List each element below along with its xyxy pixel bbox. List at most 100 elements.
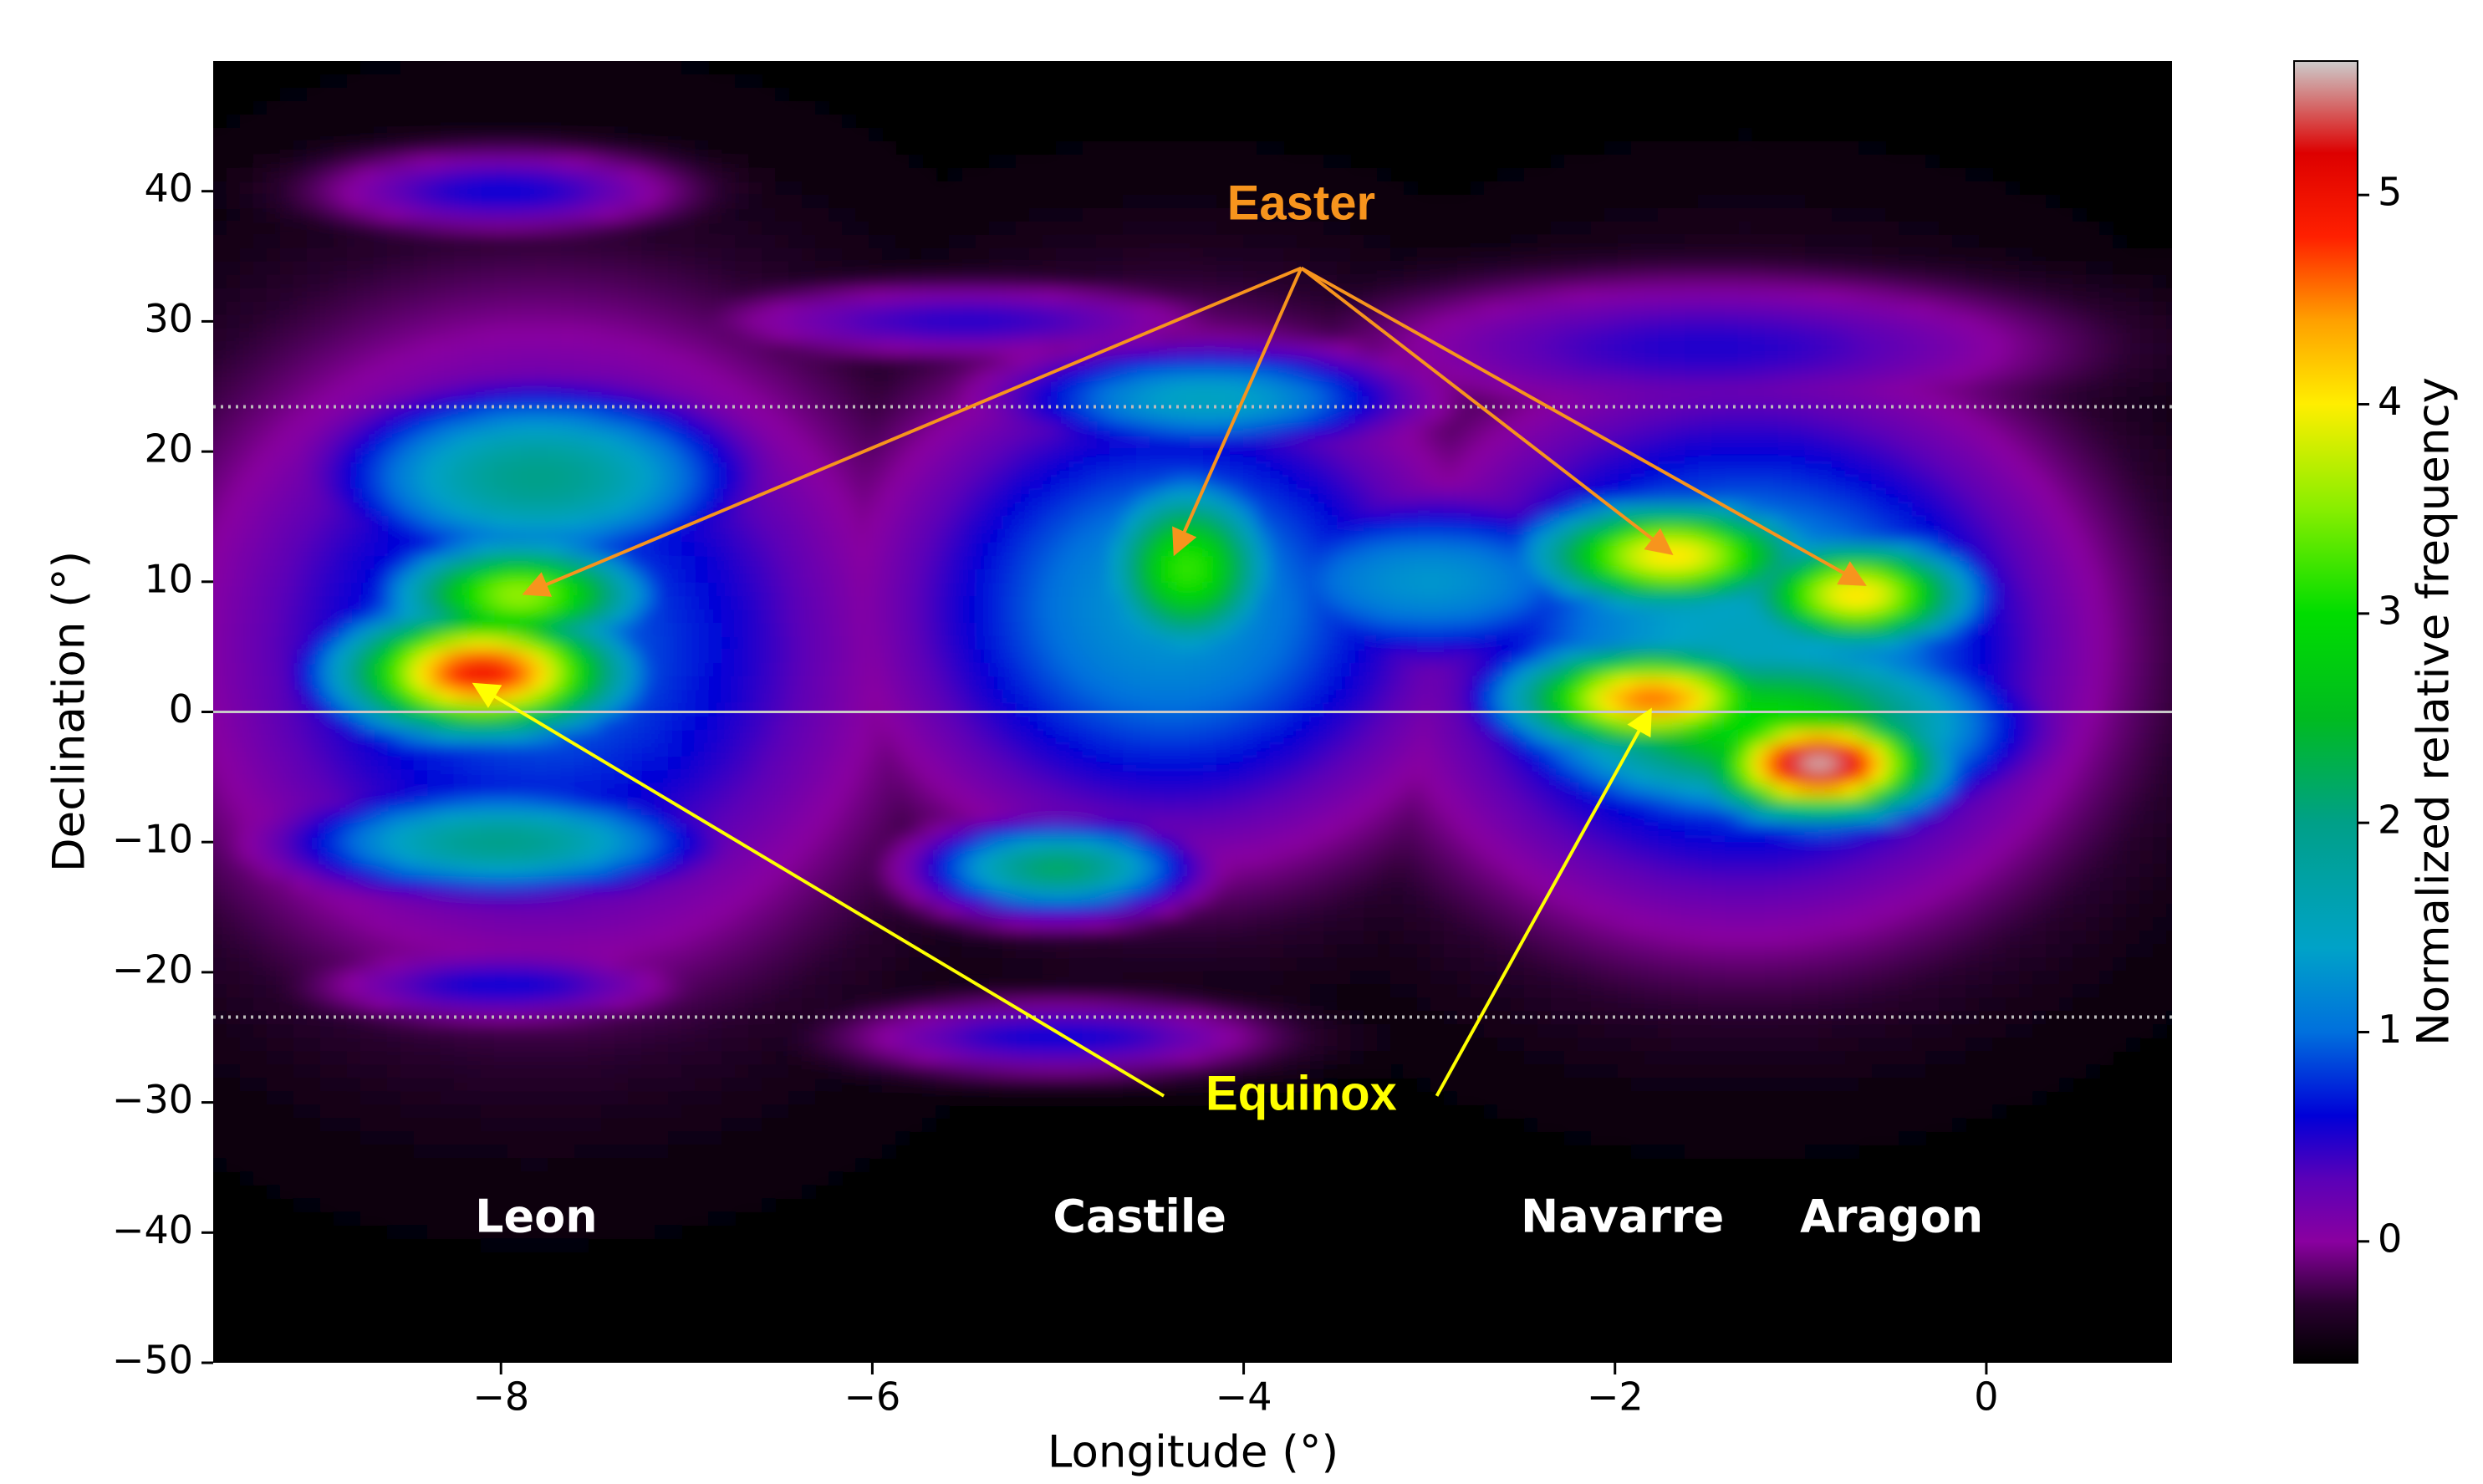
density-cell [2032, 222, 2047, 236]
density-cell [1390, 556, 1405, 570]
density-cell [1310, 436, 1324, 450]
density-cell [213, 128, 227, 142]
density-cell [1711, 141, 1726, 156]
density-cell [521, 556, 535, 570]
density-cell [1390, 195, 1405, 209]
density-cell [788, 155, 803, 169]
density-cell [253, 208, 268, 222]
density-cell [1297, 342, 1311, 356]
density-cell [1658, 355, 1672, 370]
density-cell [1925, 409, 1940, 423]
density-cell [1685, 275, 1699, 289]
density-cell [588, 315, 602, 329]
density-cell [588, 329, 602, 343]
density-cell [481, 569, 495, 584]
density-cell [360, 329, 375, 343]
density-cell [213, 208, 227, 222]
density-cell [1698, 476, 1712, 490]
density-cell [748, 168, 762, 182]
density-cell [307, 235, 321, 249]
density-cell [1323, 155, 1338, 169]
density-cell [293, 155, 308, 169]
density-cell [1738, 155, 1752, 169]
density-cell [628, 115, 642, 129]
density-cell [1671, 288, 1685, 303]
density-cell [1685, 195, 1699, 209]
density-cell [976, 222, 990, 236]
density-cell [400, 141, 415, 156]
density-cell [494, 382, 508, 396]
density-cell [347, 248, 361, 263]
density-cell [1297, 208, 1311, 222]
density-cell [1711, 222, 1726, 236]
density-cell [534, 449, 548, 463]
density-cell [1163, 462, 1177, 477]
density-cell [2073, 342, 2087, 356]
density-cell [507, 422, 522, 436]
density-cell [695, 436, 709, 450]
density-cell [601, 155, 615, 169]
density-cell [708, 88, 722, 102]
density-cell [1644, 141, 1659, 156]
density-cell [2006, 422, 2020, 436]
density-cell [1283, 355, 1298, 370]
density-cell [521, 195, 535, 209]
density-cell [320, 168, 334, 182]
density-cell [695, 556, 709, 570]
density-cell [1337, 155, 1351, 169]
density-cell [1069, 529, 1083, 543]
density-cell [441, 288, 455, 303]
density-cell [855, 569, 869, 584]
density-cell [1230, 436, 1244, 450]
density-cell [1484, 329, 1498, 343]
density-cell [1551, 248, 1565, 263]
density-cell [1551, 222, 1565, 236]
density-cell [1243, 275, 1257, 289]
density-cell [628, 235, 642, 249]
density-cell [802, 101, 816, 115]
density-cell [1243, 462, 1257, 477]
density-cell [1899, 248, 1913, 263]
density-cell [441, 329, 455, 343]
density-cell [574, 315, 589, 329]
density-cell [1056, 502, 1070, 517]
density-cell [1002, 168, 1017, 182]
density-cell [1872, 155, 1886, 169]
density-cell [869, 208, 883, 222]
density-cell [1016, 275, 1030, 289]
density-cell [414, 235, 428, 249]
density-cell [2019, 222, 2033, 236]
density-cell [1952, 181, 1966, 196]
density-cell [1150, 275, 1164, 289]
density-cell [1484, 302, 1498, 316]
density-cell [1671, 168, 1685, 182]
density-cell [334, 382, 348, 396]
density-cell [695, 355, 709, 370]
density-cell [601, 302, 615, 316]
density-cell [1858, 288, 1873, 303]
density-cell [1952, 248, 1966, 263]
density-cell [882, 409, 896, 423]
density-cell [1965, 275, 1980, 289]
density-cell [909, 462, 923, 477]
density-cell [307, 195, 321, 209]
density-cell [414, 155, 428, 169]
density-cell [2032, 529, 2047, 543]
density-cell [1564, 382, 1578, 396]
density-cell [895, 208, 910, 222]
density-cell [1845, 462, 1859, 477]
density-cell [1029, 248, 1043, 263]
density-cell [1965, 329, 1980, 343]
density-cell [748, 101, 762, 115]
density-cell [909, 235, 923, 249]
density-cell [949, 462, 963, 477]
density-cell [788, 208, 803, 222]
density-cell [387, 195, 401, 209]
density-cell [441, 436, 455, 450]
density-cell [681, 355, 696, 370]
density-cell [788, 288, 803, 303]
density-cell [1912, 436, 1926, 450]
density-cell [1912, 529, 1926, 543]
density-cell [721, 355, 736, 370]
density-cell [2180, 543, 2194, 557]
